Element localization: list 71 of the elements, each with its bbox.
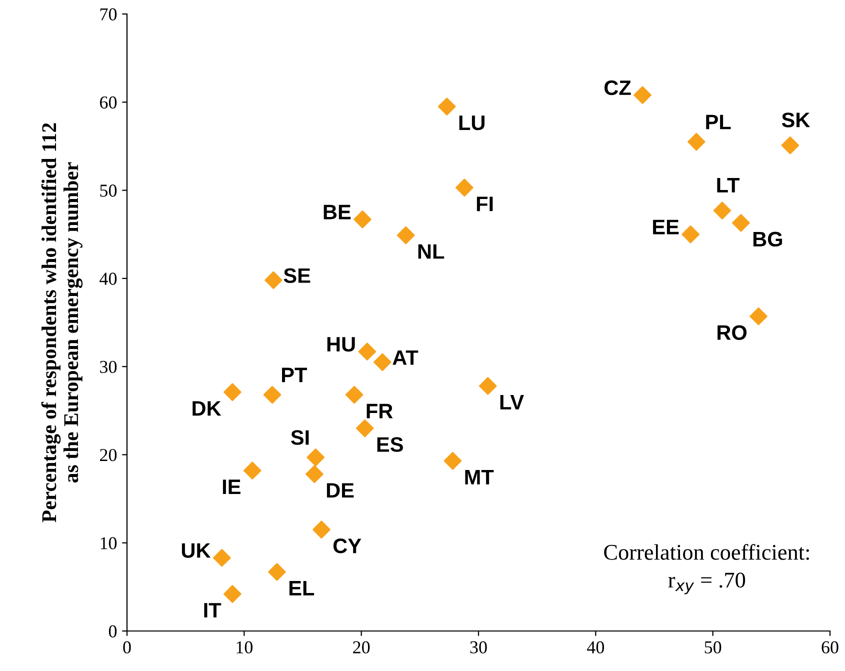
annotation: Correlation coefficient: r$_{xy}$ = .70: [604, 544, 809, 594]
y-tick-label: 10: [100, 537, 117, 550]
point: [634, 86, 652, 104]
annotation: SE: [284, 268, 310, 284]
x-tick-label: 50: [704, 641, 722, 654]
point: [750, 307, 768, 326]
point: [212, 548, 231, 567]
point: [713, 202, 732, 220]
annotation: EE: [653, 220, 679, 234]
x-tick-label: 60: [822, 641, 838, 654]
y-tick-label: 30: [100, 360, 117, 374]
point: [688, 132, 706, 151]
annotation: FR: [366, 404, 393, 418]
x-tick-label: 20: [353, 641, 370, 654]
annotation: BE: [324, 204, 351, 220]
point: [682, 225, 700, 244]
annotation: CY: [333, 538, 362, 554]
y-tick-label: 60: [100, 96, 117, 109]
point: [224, 585, 242, 603]
annotation: LU: [459, 116, 484, 130]
annotation: ES: [377, 437, 403, 452]
point: [354, 210, 372, 228]
annotation: CZ: [604, 80, 631, 96]
y-tick-label: 70: [100, 8, 117, 20]
point: [263, 386, 282, 404]
point: [358, 342, 376, 360]
point: [478, 377, 497, 395]
point: [456, 178, 474, 197]
point: [306, 448, 325, 466]
y-tick-label: 0: [108, 625, 117, 638]
x-tick-label: 30: [470, 641, 487, 654]
point: [356, 419, 374, 438]
point: [781, 136, 800, 154]
annotation: SI: [290, 430, 309, 445]
point: [345, 386, 364, 404]
annotation: AT: [392, 350, 418, 365]
annotation: BG: [753, 232, 782, 247]
y-tick-label: 40: [100, 272, 117, 285]
annotation: MT: [465, 470, 494, 484]
annotation: NL: [418, 244, 444, 259]
annotation: LT: [717, 178, 740, 192]
point: [374, 353, 392, 372]
annotation: DK: [192, 401, 222, 416]
annotation: PL: [706, 114, 731, 130]
point: [224, 383, 242, 402]
annotation: DE: [326, 483, 354, 498]
point: [268, 563, 286, 581]
y-tick-label: 50: [100, 184, 117, 197]
annotation: HU: [327, 337, 355, 352]
point: [306, 465, 324, 484]
annotation: IE: [222, 480, 240, 494]
y-axis-title: Percentage of respondents who identified 112 as the European emergency number: [41, 123, 83, 522]
point: [243, 462, 262, 480]
point: [312, 520, 330, 539]
y-tick-label: 20: [100, 448, 117, 462]
x-tick-label: 10: [236, 641, 253, 654]
annotation: IT: [204, 603, 222, 618]
annotation: RO: [718, 325, 747, 340]
annotation: UK: [182, 543, 211, 558]
x-tick-label: 40: [586, 641, 604, 654]
point: [732, 214, 750, 232]
annotation: PT: [282, 368, 308, 382]
annotation: FI: [476, 196, 493, 212]
point: [438, 98, 456, 116]
point: [444, 452, 462, 470]
annotation: LV: [500, 395, 524, 410]
point: [264, 271, 282, 290]
annotation: EL: [289, 581, 314, 596]
x-tick-label: 0: [123, 641, 131, 654]
point: [396, 226, 415, 244]
annotation: SK: [782, 112, 810, 128]
